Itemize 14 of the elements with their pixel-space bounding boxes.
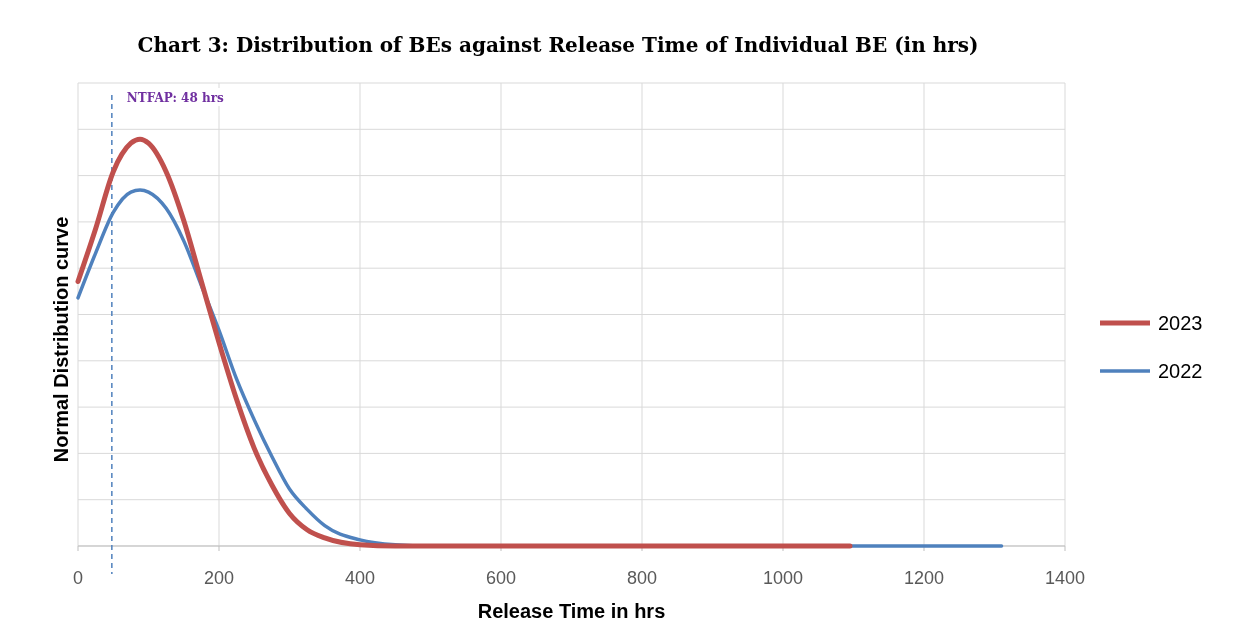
chart-title: Chart 3: Distribution of BEs against Release Time of Individual BE (in hrs) (137, 33, 979, 57)
x-tick-label: 600 (485, 568, 517, 588)
x-tick-label: 1200 (903, 568, 945, 588)
legend-label: 2023 (1158, 312, 1203, 334)
y-axis-title: Normal Distribution curve (50, 216, 72, 463)
x-axis-title: Release Time in hrs (477, 600, 666, 622)
legend-label: 2022 (1158, 360, 1203, 382)
x-tick-label: 0 (72, 568, 84, 588)
x-tick-label: 800 (626, 568, 658, 588)
ref-line-label: NTFAP: 48 hrs (126, 91, 224, 105)
x-tick-label: 200 (203, 568, 235, 588)
x-tick-label: 400 (344, 568, 376, 588)
x-tick-label: 1000 (762, 568, 804, 588)
x-tick-label: 1400 (1044, 568, 1086, 588)
